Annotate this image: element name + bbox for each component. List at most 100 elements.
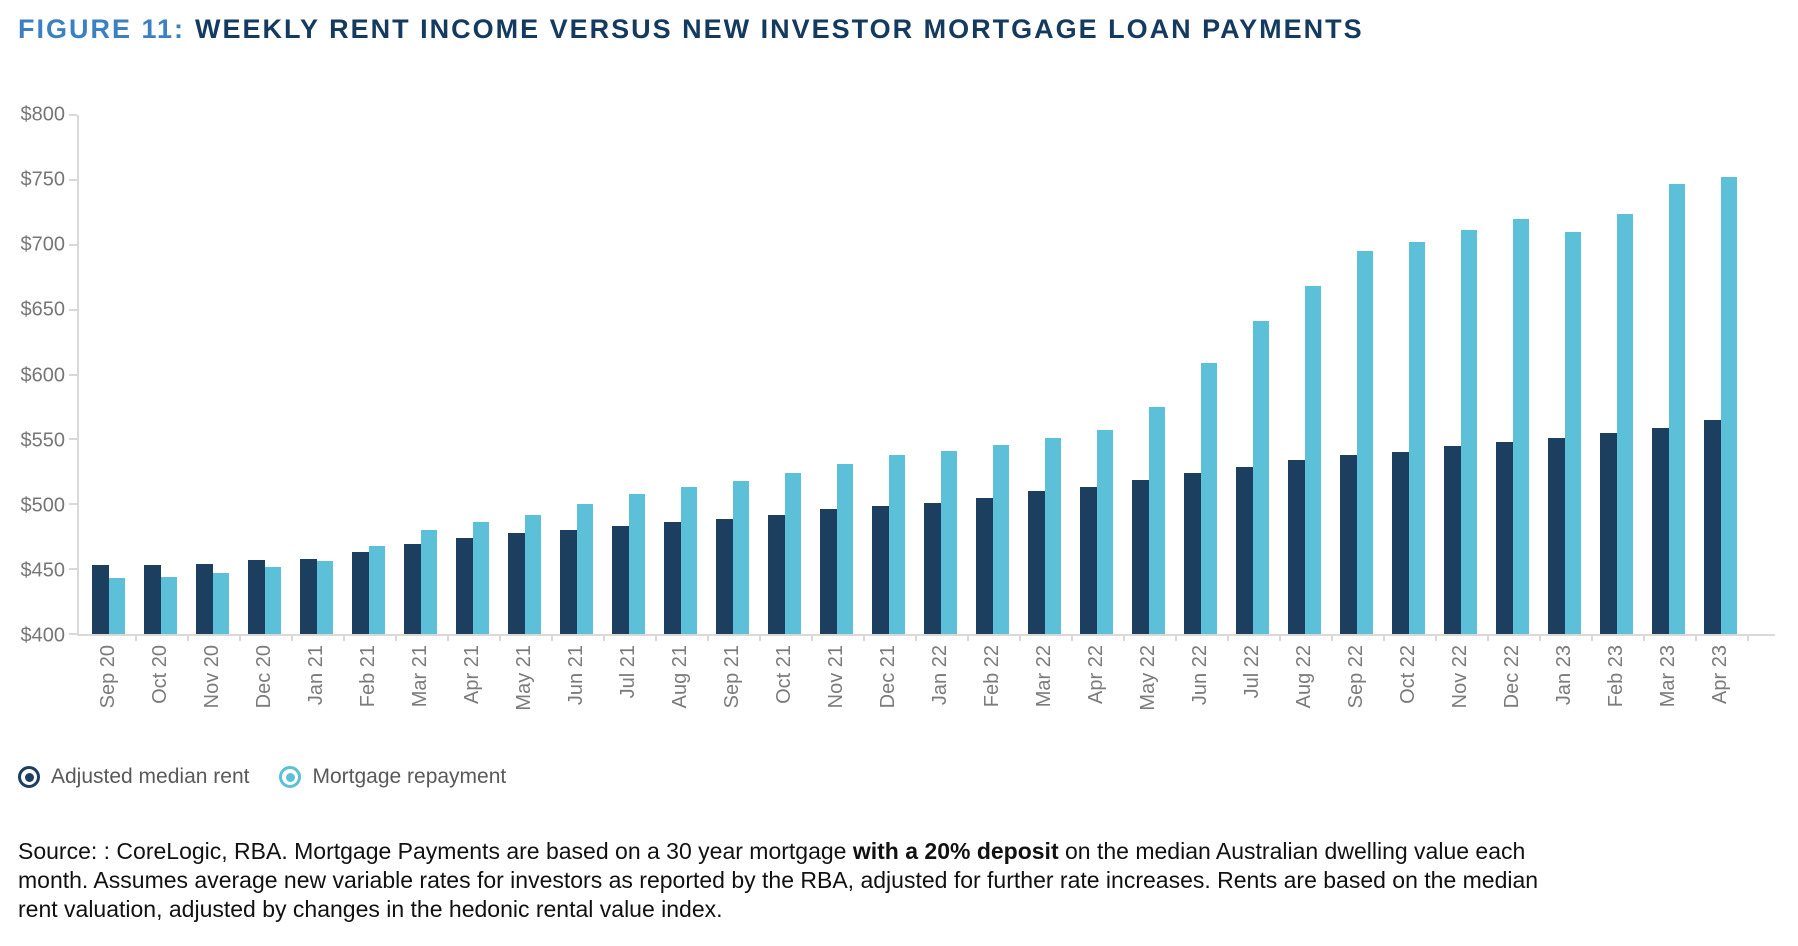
rent-bar-aug-21 [664, 522, 681, 634]
x-tick-label-wrap: May 21 [508, 645, 541, 751]
x-tick-mark [1330, 634, 1333, 641]
x-tick-label-wrap: Mar 21 [404, 645, 437, 751]
rent-bar-mar-22 [1028, 491, 1045, 634]
rent-bar-dec-21 [872, 505, 889, 634]
mortgage-bar-may-21 [524, 514, 541, 634]
x-tick-label: Oct 21 [773, 645, 795, 704]
mortgage-bar-apr-23 [1720, 177, 1737, 634]
rent-bar-nov-21 [820, 509, 837, 634]
x-tick-mark [134, 634, 137, 641]
source-text-post: on the median Australian dwelling value … [18, 838, 1539, 923]
x-tick-label: Jun 21 [565, 645, 587, 706]
x-tick-label-wrap: Feb 23 [1600, 645, 1633, 751]
x-tick-label: Jan 21 [305, 645, 327, 706]
mortgage-bar-jun-22 [1200, 362, 1217, 634]
x-tick-label-wrap: Oct 22 [1392, 645, 1425, 751]
rent-bar-sep-21 [716, 518, 733, 634]
mortgage-bar-apr-22 [1096, 430, 1113, 634]
x-tick-mark [550, 634, 553, 641]
x-tick-label: Sep 22 [1345, 645, 1367, 709]
x-tick-label: Mar 21 [409, 645, 431, 708]
source-note: Source: : CoreLogic, RBA. Mortgage Payme… [18, 837, 1570, 925]
x-tick-label-wrap: Dec 20 [248, 645, 281, 751]
mortgage-bar-nov-21 [836, 464, 853, 634]
x-tick-label: Feb 22 [981, 645, 1003, 708]
bar-groups [79, 115, 1775, 634]
rent-bar-oct-21 [768, 514, 785, 634]
x-tick-label-wrap: Sep 21 [716, 645, 749, 751]
x-tick-label: Apr 23 [1709, 645, 1731, 704]
bar-group-may-21 [508, 115, 541, 634]
bar-group-may-22 [1132, 115, 1165, 634]
rent-bar-oct-22 [1392, 452, 1409, 634]
x-tick-label-wrap: Nov 22 [1444, 645, 1477, 751]
x-tick-label-wrap: Feb 22 [976, 645, 1009, 751]
legend: Adjusted median rent Mortgage repayment [18, 765, 1782, 789]
x-tick-label: Feb 21 [357, 645, 379, 708]
x-tick-label-wrap: Jul 21 [612, 645, 645, 751]
rent-bar-mar-23 [1652, 427, 1669, 634]
mortgage-bar-jan-23 [1564, 231, 1581, 634]
x-tick-label: Dec 20 [253, 645, 275, 709]
x-tick-mark [1226, 634, 1229, 641]
x-tick-label-wrap: Aug 22 [1288, 645, 1321, 751]
bar-group-sep-20 [92, 115, 125, 634]
x-tick-mark [498, 634, 501, 641]
bar-group-jan-22 [924, 115, 957, 634]
x-tick-mark [1070, 634, 1073, 641]
rent-bar-feb-21 [352, 552, 369, 634]
rent-bar-aug-22 [1288, 460, 1305, 634]
legend-marker-dot [24, 772, 34, 782]
bar-group-nov-22 [1444, 115, 1477, 634]
mortgage-bar-feb-23 [1616, 213, 1633, 634]
y-tick-mark [69, 633, 77, 635]
x-tick-mark [654, 634, 657, 641]
x-tick-label: Dec 22 [1501, 645, 1523, 709]
y-tick-label: $700 [20, 233, 66, 256]
y-tick-mark [69, 178, 77, 181]
x-tick-label-wrap: Sep 22 [1340, 645, 1373, 751]
rent-bar-jul-22 [1236, 466, 1253, 634]
rent-bar-feb-23 [1600, 432, 1617, 634]
rent-bar-feb-22 [976, 497, 993, 634]
x-tick-mark [1174, 634, 1177, 641]
bar-group-dec-20 [248, 115, 281, 634]
y-axis-labels: $800 $750 $700 $650 $600 $550 $500 $450 $400 [18, 104, 77, 647]
x-tick-mark [342, 634, 345, 641]
x-tick-label: Jan 22 [929, 645, 951, 706]
rent-bar-nov-22 [1444, 445, 1461, 634]
mortgage-bar-jan-22 [940, 451, 957, 634]
mortgage-bar-dec-20 [264, 566, 281, 634]
x-tick-label: Nov 22 [1449, 645, 1471, 709]
rent-bar-sep-20 [92, 565, 109, 634]
bar-group-apr-23 [1704, 115, 1737, 634]
mortgage-bar-feb-22 [992, 444, 1009, 634]
x-tick-label-wrap: Apr 21 [456, 645, 489, 751]
x-tick-mark [862, 634, 865, 641]
rent-bar-nov-20 [196, 563, 213, 634]
mortgage-bar-mar-23 [1668, 183, 1685, 634]
x-tick-label: Jan 23 [1553, 645, 1575, 706]
x-tick-label-wrap: Mar 23 [1652, 645, 1685, 751]
x-tick-mark [1278, 634, 1281, 641]
x-tick-mark [758, 634, 761, 641]
mortgage-bar-sep-21 [732, 480, 749, 634]
x-tick-mark [1642, 634, 1645, 641]
x-tick-label-wrap: Jun 21 [560, 645, 593, 751]
mortgage-bar-jan-21 [316, 561, 333, 634]
bar-group-apr-21 [456, 115, 489, 634]
legend-item-adjusted-median-rent: Adjusted median rent [18, 765, 249, 789]
mortgage-bar-dec-22 [1512, 218, 1529, 634]
y-tick-mark [69, 114, 77, 116]
bar-group-jul-22 [1236, 115, 1269, 634]
rent-bar-apr-21 [456, 538, 473, 634]
y-tick-mark [69, 503, 77, 506]
rent-bar-jan-21 [300, 558, 317, 634]
bar-group-sep-22 [1340, 115, 1373, 634]
x-tick-label-wrap: Jan 22 [924, 645, 957, 751]
x-tick-label: Apr 21 [461, 645, 483, 704]
rent-bar-may-21 [508, 532, 525, 634]
x-tick-mark [1122, 634, 1125, 641]
x-tick-label: Mar 22 [1033, 645, 1055, 708]
mortgage-bar-jun-21 [576, 504, 593, 634]
